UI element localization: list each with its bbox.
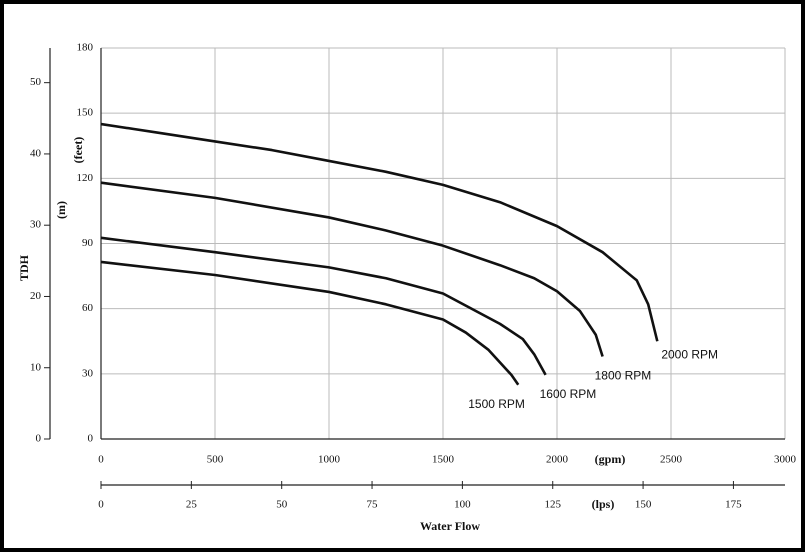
y-tick-label: 90 [82, 237, 94, 249]
x2-tick-label: 175 [725, 499, 742, 511]
x2-tick-label: 50 [276, 499, 288, 511]
x-tick-label: 1500 [432, 454, 455, 466]
x-tick-label: 3000 [774, 454, 797, 466]
x2-tick-label: 150 [635, 499, 652, 511]
x2-tick-label: 125 [544, 499, 561, 511]
series-label: 1600 RPM [540, 387, 597, 401]
curve [100, 236, 547, 376]
y2-tick-label: 50 [30, 76, 42, 88]
x-axis-label: Water Flow [420, 519, 480, 533]
y-tick-label: 150 [77, 107, 94, 119]
series-label: 1800 RPM [595, 369, 652, 383]
x-tick-label: 500 [207, 454, 224, 466]
y-unit: (feet) [71, 137, 85, 164]
x2-unit: (lps) [592, 497, 615, 511]
x2-tick-label: 100 [454, 499, 471, 511]
y2-tick-label: 20 [30, 290, 42, 302]
y-tick-label: 0 [88, 433, 94, 445]
curve [100, 181, 604, 357]
x-tick-label: 2500 [660, 454, 683, 466]
x2-tick-label: 75 [367, 499, 379, 511]
y2-tick-label: 10 [30, 361, 42, 373]
y2-tick-label: 0 [36, 433, 42, 445]
x2-tick-label: 0 [98, 499, 104, 511]
series-label: 2000 RPM [661, 347, 718, 361]
y2-tick-label: 40 [30, 147, 42, 159]
x2-tick-label: 25 [186, 499, 198, 511]
y-tick-label: 120 [77, 172, 94, 184]
y2-unit: (m) [54, 201, 68, 219]
y-tick-label: 60 [82, 302, 94, 314]
curve [100, 122, 659, 342]
series-label: 1500 RPM [468, 397, 525, 411]
y-tick-label: 180 [77, 42, 94, 54]
y-axis-label: TDH [17, 254, 31, 281]
curve [100, 260, 520, 386]
x-tick-label: 1000 [318, 454, 341, 466]
y2-tick-label: 30 [30, 219, 42, 231]
y-tick-label: 30 [82, 367, 94, 379]
x-tick-label: 0 [98, 454, 104, 466]
x-unit: (gpm) [595, 452, 626, 466]
x-tick-label: 2000 [546, 454, 569, 466]
